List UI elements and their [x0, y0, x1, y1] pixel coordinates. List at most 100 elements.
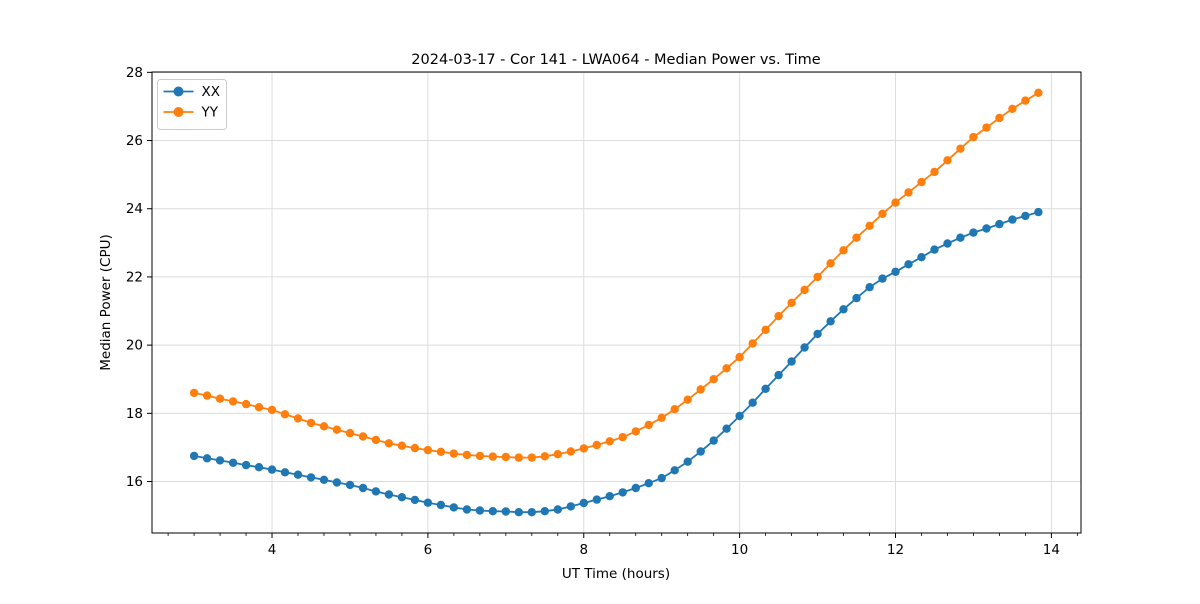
XX-data-point	[696, 447, 705, 456]
YY-data-point	[397, 441, 407, 450]
XX-data-point	[293, 470, 303, 479]
YY-data-point	[1008, 104, 1017, 114]
YY-data-point	[449, 449, 458, 458]
XX-data-point	[748, 398, 757, 407]
XX-data-point	[228, 458, 238, 467]
XX-data-point	[215, 456, 225, 465]
YY-data-point	[215, 394, 225, 403]
YY-data-point	[891, 198, 900, 207]
XX-data-point	[852, 293, 861, 303]
x-axis: 4 6 8 10 12 14	[167, 533, 1078, 558]
XX-data-point	[345, 480, 355, 490]
y-axis-label: Median Power (CPU)	[98, 234, 114, 370]
YY-data-point	[241, 399, 251, 409]
XX-data-point	[735, 411, 744, 421]
y-tick-label: 20	[126, 338, 143, 354]
legend-marker	[173, 86, 184, 97]
series-YY	[189, 88, 1043, 462]
XX-data-point	[839, 305, 848, 314]
XX-data-point	[800, 343, 809, 352]
XX-data-point	[553, 505, 562, 514]
YY-data-point	[995, 113, 1004, 123]
YY-data-point	[748, 339, 757, 348]
XX-data-point	[449, 503, 458, 512]
y-tick-label: 26	[126, 133, 143, 149]
XX-data-point	[969, 228, 978, 237]
XX-data-point	[813, 329, 822, 339]
YY-data-point	[800, 285, 809, 295]
YY-data-point	[527, 453, 536, 462]
XX-data-point	[371, 487, 381, 496]
XX-data-point	[631, 483, 640, 493]
YY-data-point	[852, 233, 861, 242]
YY-data-point	[839, 246, 848, 255]
XX-data-point	[982, 224, 991, 233]
YY-data-point	[969, 132, 978, 142]
XX-data-point	[904, 260, 913, 269]
XX-data-point	[423, 498, 433, 507]
legend-marker	[173, 107, 184, 117]
XX-data-point	[865, 283, 874, 292]
XX-data-point	[319, 475, 329, 484]
YY-data-point	[943, 156, 952, 165]
YY-data-point	[553, 450, 562, 459]
y-tick-label: 28	[126, 65, 143, 81]
x-tick-label: 14	[1043, 542, 1060, 558]
YY-data-point	[930, 167, 939, 177]
YY-data-point	[631, 427, 640, 436]
YY-data-point	[618, 433, 627, 442]
YY-data-point	[228, 397, 238, 406]
chart-title: 2024-03-17 - Cor 141 - LWA064 - Median P…	[411, 52, 820, 68]
YY-data-point	[1021, 96, 1030, 105]
YY-data-point	[371, 435, 381, 445]
YY-data-point	[488, 452, 497, 461]
YY-data-point	[787, 298, 796, 307]
XX-data-point	[722, 424, 731, 433]
YY-data-point	[1034, 88, 1043, 98]
series-XX	[189, 207, 1043, 517]
XX-data-point	[566, 502, 575, 511]
YY-data-point	[865, 221, 874, 230]
YY-data-point	[202, 391, 212, 400]
YY-data-point	[423, 445, 433, 455]
YY-data-point	[254, 403, 264, 412]
XX-data-point	[761, 384, 770, 393]
YY-data-point	[566, 447, 575, 456]
XX-data-point	[358, 483, 368, 493]
XX-data-point	[540, 507, 549, 516]
YY-data-point	[722, 364, 731, 373]
YY-data-point	[475, 451, 485, 461]
YY-data-point	[306, 418, 316, 428]
x-tick-label: 12	[887, 542, 904, 558]
XX-data-point	[501, 507, 510, 516]
YY-data-point	[605, 437, 614, 446]
XX-data-point	[878, 274, 887, 283]
YY-data-point	[358, 432, 368, 441]
YY-data-point	[540, 452, 549, 461]
YY-data-point	[670, 405, 679, 414]
YY-data-point	[709, 375, 718, 384]
YY-data-point	[683, 395, 692, 404]
XX-data-point	[787, 357, 796, 366]
y-tick-label: 16	[126, 474, 143, 490]
XX-data-point	[943, 239, 952, 248]
XX-data-point	[306, 473, 316, 482]
XX-data-point	[241, 460, 251, 470]
XX-data-point	[995, 219, 1004, 229]
YY-data-point	[501, 452, 510, 462]
XX-data-point	[254, 463, 264, 472]
YY-data-point	[280, 410, 290, 419]
YY-data-point	[878, 209, 887, 218]
XX-data-point	[774, 370, 783, 380]
legend-entry-label: XX	[202, 84, 221, 100]
XX-data-point	[592, 495, 601, 504]
data-series	[189, 88, 1043, 517]
x-tick-label: 4	[268, 542, 277, 558]
YY-line	[193, 92, 1039, 459]
YY-data-point	[956, 144, 965, 153]
gridlines	[152, 71, 1081, 533]
YY-data-point	[410, 443, 420, 453]
XX-data-point	[332, 478, 342, 487]
YY-data-point	[917, 177, 926, 187]
XX-data-point	[1034, 207, 1043, 217]
